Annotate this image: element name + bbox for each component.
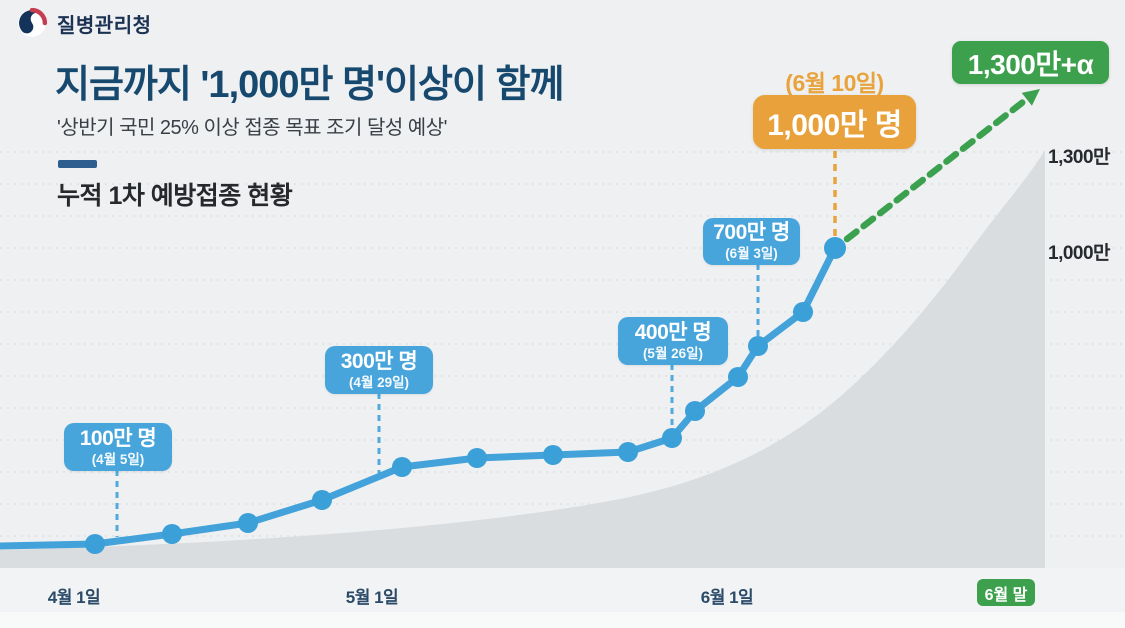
milestone-callout-1m: 100만 명 (4월 5일): [64, 423, 172, 471]
data-points: [85, 237, 846, 554]
kdca-government-logo-icon: [18, 7, 48, 37]
highlight-10m-badge: 1,000만 명: [753, 95, 916, 149]
data-point: [662, 428, 682, 448]
milestone-value: 700만 명: [713, 221, 790, 245]
milestone-date: (4월 29일): [348, 374, 410, 390]
xtick-may: 5월 1일: [345, 588, 399, 607]
data-point: [824, 237, 846, 259]
milestone-date: (6월 3일): [725, 246, 778, 262]
milestone-callout-7m: 700만 명 (6월 3일): [703, 218, 800, 265]
axis-strip: [0, 568, 1125, 612]
ytick-10m: 1,000만: [1048, 243, 1111, 264]
data-point: [793, 302, 813, 322]
chart-title: 누적 1차 예방접종 현황: [57, 182, 293, 210]
data-point: [467, 448, 487, 468]
page-subtitle: '상반기 국민 25% 이상 접종 목표 조기 달성 예상': [57, 117, 447, 139]
data-point: [312, 490, 332, 510]
data-point: [728, 367, 748, 387]
xtick-june: 6월 1일: [700, 588, 754, 607]
data-point: [748, 336, 768, 356]
footer-strip: [0, 612, 1125, 628]
data-point: [685, 401, 705, 421]
data-point: [238, 513, 258, 533]
page-title: 지금까지 '1,000만 명'이상이 함께: [55, 64, 564, 106]
milestone-value: 300만 명: [340, 349, 418, 373]
agency-name: 질병관리청: [57, 14, 152, 37]
milestone-callout-3m: 300만 명 (4월 29일): [325, 346, 433, 394]
milestone-date: (5월 26일): [642, 345, 704, 361]
data-point: [85, 534, 105, 554]
xtick-april: 4월 1일: [47, 588, 101, 607]
agency-brand: 질병관리청: [16, 7, 152, 39]
milestone-stems: [115, 264, 760, 537]
target-projection-area: [0, 150, 1045, 568]
data-point: [162, 524, 182, 544]
data-point: [543, 445, 563, 465]
projection-13m-badge: 1,300만+α: [952, 41, 1109, 84]
highlight-date-label: (6월 10일): [785, 70, 884, 96]
accent-dash: [58, 160, 97, 168]
data-point: [392, 457, 412, 477]
projection-arrow: [843, 89, 1040, 243]
xtick-end-of-june-badge: 6월 말: [977, 579, 1035, 606]
milestone-value: 100만 명: [79, 426, 157, 450]
milestone-value: 400만 명: [634, 320, 712, 344]
ytick-13m: 1,300만: [1048, 147, 1111, 168]
data-point: [618, 442, 638, 462]
milestone-callout-4m: 400만 명 (5월 26일): [618, 317, 728, 365]
milestone-date: (4월 5일): [91, 451, 145, 467]
